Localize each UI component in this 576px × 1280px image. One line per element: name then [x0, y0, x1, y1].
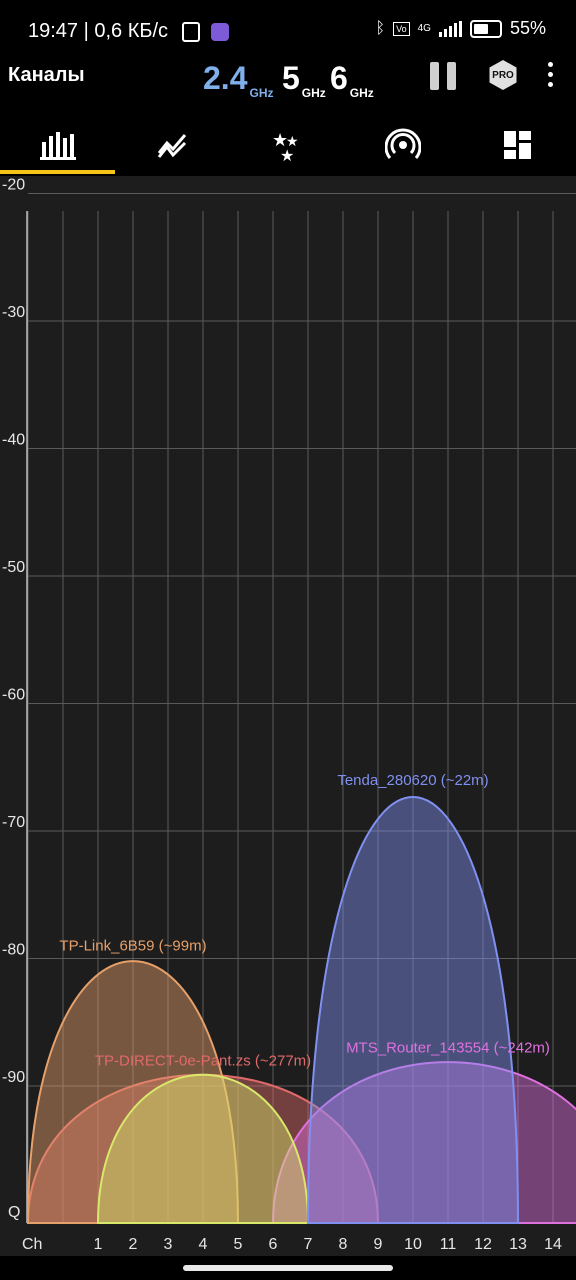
app-bar: Каналы 2.4 GHz 5 GHz 6 GHz PRO — [0, 58, 576, 114]
x-tick-label: 2 — [129, 1236, 138, 1253]
volte-icon: Vo — [393, 21, 410, 36]
network-curve — [96, 1073, 310, 1224]
tab-access-points[interactable] — [345, 114, 460, 176]
band-2-4-ghz[interactable]: 2.4 GHz — [203, 60, 274, 100]
svg-text:★: ★ — [280, 146, 294, 162]
x-tick-label: 9 — [374, 1236, 383, 1253]
tab-channel-rating[interactable]: ★ ★ ★ — [230, 114, 345, 176]
network-label: Tenda_280620 (~22m) — [337, 772, 488, 789]
x-tick-label: 5 — [234, 1236, 243, 1253]
battery-percent: 55% — [509, 18, 546, 38]
y-tick-label: -30 — [2, 304, 25, 321]
time-graph-icon — [157, 134, 186, 158]
gesture-handle[interactable] — [183, 1265, 393, 1271]
svg-text:★: ★ — [272, 130, 288, 151]
x-tick-label: 14 — [544, 1236, 562, 1253]
channel-graph: -20 -30 -40 -50 -60 -70 -80 -90 Q Ch 1 2 3 4 5 6 7 8 9 10 11… — [0, 176, 576, 1256]
page-title: Каналы — [8, 64, 85, 86]
status-bar: 19:47 | 0,6 КБ/с ᛒ Vo 4G 55% — [0, 0, 576, 58]
band-5-ghz[interactable]: 5 GHz — [282, 60, 326, 100]
active-tab-indicator — [0, 170, 115, 174]
x-tick-label: 13 — [509, 1236, 527, 1253]
bluetooth-icon: ᛒ — [375, 19, 386, 37]
status-time: 19:47 | 0,6 КБ/с — [28, 20, 230, 43]
y-tick-label: Q — [8, 1204, 20, 1221]
y-tick-label: -40 — [2, 432, 25, 449]
y-tick-label: -60 — [2, 687, 25, 704]
more-menu-button[interactable] — [548, 62, 554, 90]
band-6-ghz[interactable]: 6 GHz — [330, 60, 374, 100]
y-tick-label: -90 — [2, 1069, 25, 1086]
x-tick-label: 7 — [304, 1236, 313, 1253]
x-tick-label: 10 — [404, 1236, 422, 1253]
x-tick-label: 3 — [164, 1236, 173, 1253]
status-right: ᛒ Vo 4G 55% — [376, 18, 547, 39]
x-axis-label: Ch — [22, 1236, 42, 1253]
network-label: TP-Link_6B59 (~99m) — [59, 938, 206, 955]
network-label: TP-DIRECT-0e-Pant.zs (~277m) — [95, 1052, 311, 1069]
network-label: MTS_Router_143554 (~242m) — [346, 1040, 550, 1057]
tab-channel-graph[interactable] — [0, 114, 115, 176]
stars-icon: ★ ★ ★ — [272, 130, 299, 162]
y-tick-label: -20 — [2, 177, 25, 194]
pause-button[interactable] — [430, 62, 458, 90]
y-tick-label: -70 — [2, 814, 25, 831]
tab-time-graph[interactable] — [115, 114, 230, 176]
signal-bars-icon — [438, 20, 462, 37]
network-label: 4G — [417, 23, 431, 34]
x-tick-label: 1 — [94, 1236, 103, 1253]
tab-bar: ★ ★ ★ — [0, 114, 576, 176]
viber-icon — [211, 22, 230, 41]
nfc-icon — [181, 21, 200, 42]
dashboard-icon — [503, 131, 531, 159]
wifi-signal-icon — [384, 128, 421, 159]
x-tick-label: 6 — [269, 1236, 278, 1253]
bar-chart-icon — [39, 132, 76, 160]
x-tick-label: 11 — [440, 1236, 457, 1253]
pro-badge-button[interactable]: PRO — [489, 60, 517, 90]
network-curve — [306, 796, 520, 1224]
x-tick-label: 8 — [339, 1236, 348, 1253]
battery-icon — [469, 19, 502, 38]
pause-icon — [430, 62, 439, 90]
y-tick-label: -80 — [2, 942, 25, 959]
x-tick-label: 12 — [474, 1236, 492, 1253]
y-tick-label: -50 — [2, 559, 25, 576]
tab-dashboard[interactable] — [460, 114, 575, 176]
network-curve — [26, 960, 240, 1224]
svg-text:★: ★ — [286, 134, 299, 150]
x-tick-label: 4 — [199, 1236, 208, 1253]
